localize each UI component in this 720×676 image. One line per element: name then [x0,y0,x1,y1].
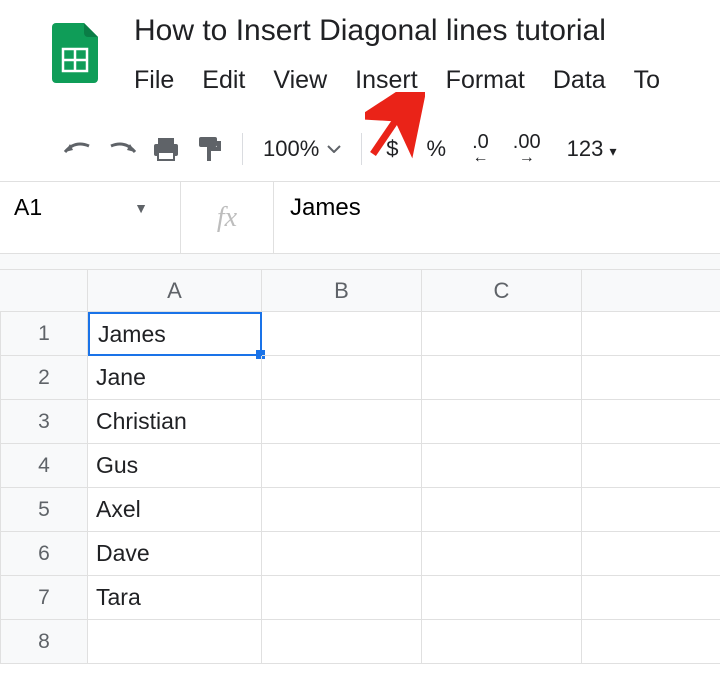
name-box[interactable]: A1 ▼ [0,182,180,253]
chevron-down-icon [327,145,341,153]
menu-data[interactable]: Data [553,66,606,95]
cell-b6[interactable] [262,532,422,576]
row-header-5[interactable]: 5 [0,488,88,532]
increase-decimal-button[interactable]: .00 → [505,132,549,166]
row-header-6[interactable]: 6 [0,532,88,576]
spacer [0,254,720,270]
row-header-8[interactable]: 8 [0,620,88,664]
cell-c8[interactable] [422,620,582,664]
table-row: Jane [88,356,720,400]
row-header-3[interactable]: 3 [0,400,88,444]
percent-button[interactable]: % [417,136,457,162]
cell-a2[interactable]: Jane [88,356,262,400]
cell-c5[interactable] [422,488,582,532]
cell-d1[interactable] [582,312,720,356]
decrease-decimal-button[interactable]: .0 ← [464,132,497,166]
toolbar-separator [242,133,243,165]
table-row: Dave [88,532,720,576]
cell-a4[interactable]: Gus [88,444,262,488]
cell-c1[interactable] [422,312,582,356]
formula-bar: A1 ▼ fx James [0,182,720,254]
cell-b7[interactable] [262,576,422,620]
table-row: Gus [88,444,720,488]
cell-a7[interactable]: Tara [88,576,262,620]
arrow-left-icon: ← [472,150,488,166]
number-format-button[interactable]: 123 ▾ [557,136,627,162]
redo-button[interactable] [104,131,140,167]
arrow-right-icon: → [519,150,535,166]
cell-b4[interactable] [262,444,422,488]
cell-b5[interactable] [262,488,422,532]
toolbar: 100% $ % .0 ← .00 → 123 ▾ [0,111,720,182]
title-area: How to Insert Diagonal lines tutorial Fi… [134,12,660,95]
menu-edit[interactable]: Edit [202,66,245,95]
zoom-dropdown[interactable]: 100% [257,136,347,162]
col-header-c[interactable]: C [422,270,582,312]
cell-a6[interactable]: Dave [88,532,262,576]
cell-a8[interactable] [88,620,262,664]
row-header-1[interactable]: 1 [0,312,88,356]
col-header-a[interactable]: A [88,270,262,312]
row-header-2[interactable]: 2 [0,356,88,400]
table-row: Tara [88,576,720,620]
cell-c6[interactable] [422,532,582,576]
row-headers: 1 2 3 4 5 6 7 8 [0,270,88,664]
menu-file[interactable]: File [134,66,174,95]
menu-format[interactable]: Format [446,66,525,95]
cell-d2[interactable] [582,356,720,400]
cell-reference: A1 [14,194,42,221]
cell-a3[interactable]: Christian [88,400,262,444]
print-button[interactable] [148,131,184,167]
row-header-7[interactable]: 7 [0,576,88,620]
cell-b8[interactable] [262,620,422,664]
cell-c2[interactable] [422,356,582,400]
cell-d4[interactable] [582,444,720,488]
column-headers: A B C [88,270,720,312]
fx-label: fx [180,182,274,253]
menu-bar: File Edit View Insert Format Data To [134,66,660,95]
table-row [88,620,720,664]
cells-grid: A B C James Jane Christian Gus [88,270,720,664]
cell-b1[interactable] [262,312,422,356]
row-header-4[interactable]: 4 [0,444,88,488]
zoom-value: 100% [263,136,319,162]
cell-d5[interactable] [582,488,720,532]
cell-b2[interactable] [262,356,422,400]
cell-d3[interactable] [582,400,720,444]
table-row: Christian [88,400,720,444]
toolbar-separator [361,133,362,165]
cell-d8[interactable] [582,620,720,664]
spreadsheet-grid: 1 2 3 4 5 6 7 8 A B C James Jane Christi… [0,270,720,664]
col-header-d[interactable] [582,270,720,312]
app-header: How to Insert Diagonal lines tutorial Fi… [0,0,720,95]
menu-insert[interactable]: Insert [355,66,418,95]
menu-tools[interactable]: To [634,66,660,95]
cell-b3[interactable] [262,400,422,444]
table-row: James [88,312,720,356]
cell-a5[interactable]: Axel [88,488,262,532]
select-all-corner[interactable] [0,270,88,312]
document-title[interactable]: How to Insert Diagonal lines tutorial [134,14,660,48]
cell-c4[interactable] [422,444,582,488]
cell-d7[interactable] [582,576,720,620]
chevron-down-icon: ▼ [134,200,148,216]
paint-format-button[interactable] [192,131,228,167]
cell-c3[interactable] [422,400,582,444]
col-header-b[interactable]: B [262,270,422,312]
cell-a1[interactable]: James [88,312,262,356]
cell-c7[interactable] [422,576,582,620]
cell-d6[interactable] [582,532,720,576]
menu-view[interactable]: View [273,66,327,95]
table-row: Axel [88,488,720,532]
formula-input[interactable]: James [274,182,720,253]
currency-button[interactable]: $ [376,136,408,162]
undo-button[interactable] [60,131,96,167]
sheets-logo-icon[interactable] [48,18,102,88]
